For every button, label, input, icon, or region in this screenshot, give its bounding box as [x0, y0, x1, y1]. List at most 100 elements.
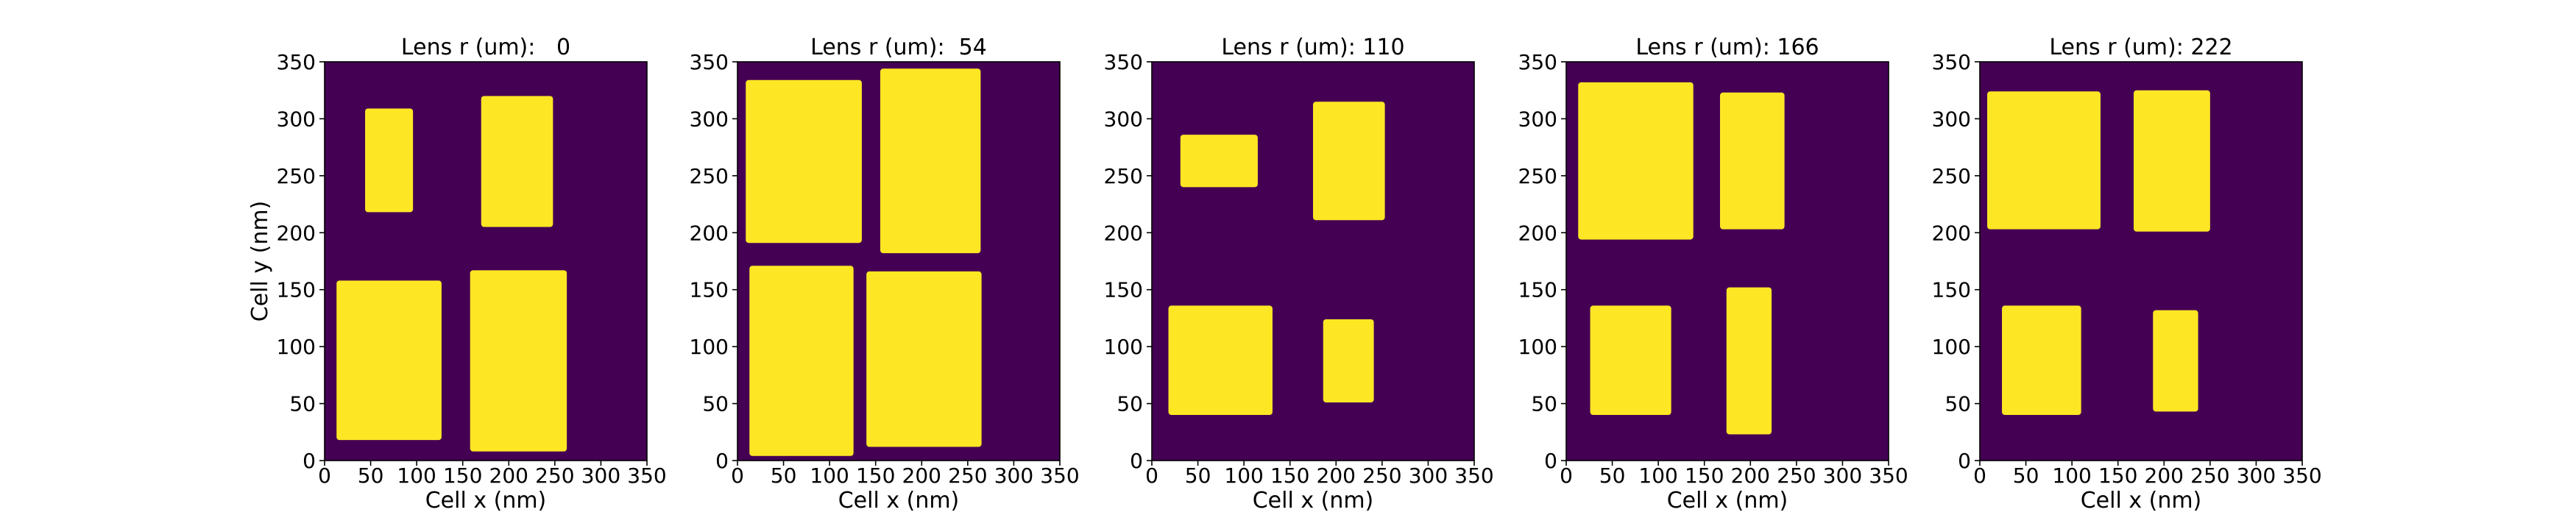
x-tick-label: 200	[489, 464, 528, 488]
y-tick-label: 200	[690, 221, 729, 245]
y-tick-label: 350	[1932, 50, 1971, 74]
region-2	[2133, 90, 2210, 232]
region-1	[365, 108, 414, 213]
region-3	[1168, 305, 1273, 416]
y-tick-label: 200	[1932, 221, 1971, 245]
x-tick-label: 50	[771, 464, 797, 488]
y-tick-label: 50	[289, 392, 316, 416]
region-2	[1313, 102, 1385, 221]
region-3	[2002, 305, 2081, 416]
region-4	[470, 270, 567, 452]
y-tick-label: 100	[1932, 335, 1971, 359]
x-tick-label: 350	[627, 464, 666, 488]
y-tick-label: 150	[1518, 278, 1557, 302]
x-tick-label: 50	[1185, 464, 1211, 488]
region-4	[2153, 310, 2198, 412]
panel-title: Lens r (um): 222	[2049, 35, 2232, 60]
x-tick-label: 100	[1224, 464, 1263, 488]
region-3	[749, 266, 854, 456]
y-tick-label: 0	[1130, 449, 1143, 473]
x-tick-label: 0	[1560, 464, 1573, 488]
y-tick-label: 50	[1945, 392, 1971, 416]
x-tick-label: 100	[1638, 464, 1677, 488]
x-tick-label: 0	[318, 464, 331, 488]
panel-3: 0 50 100 150 200 250 300 3500501001502002503003…	[1104, 35, 1494, 514]
y-tick-label: 350	[1518, 50, 1557, 74]
panel-4: 0 50 100 150 200 250 300 350 0 50 100 150 200 250 300 3…	[1518, 35, 1908, 514]
y-tick-label: 300	[690, 107, 729, 131]
y-axis-label: Cell y (nm)	[247, 201, 273, 322]
panel-title: Lens r (um): 166	[1635, 35, 1819, 60]
region-1	[1578, 82, 1694, 240]
x-tick-label: 150	[2098, 464, 2137, 488]
region-3	[336, 280, 442, 441]
x-tick-label: 250	[1777, 464, 1816, 488]
y-tick-label: 350	[1104, 50, 1143, 74]
plot-frame	[737, 61, 1061, 461]
y-tick-label: 150	[277, 278, 316, 302]
x-tick-label: 150	[443, 464, 482, 488]
x-tick-label: 250	[535, 464, 574, 488]
y-tick-label: 50	[702, 392, 729, 416]
y-tick-label: 0	[715, 449, 729, 473]
y-tick-label: 50	[1117, 392, 1143, 416]
panel-title: Lens r (um): 110	[1221, 35, 1404, 60]
x-tick-label: 50	[2013, 464, 2039, 488]
x-axis-label: Cell x (nm)	[838, 488, 960, 514]
y-tick-label: 250	[690, 164, 729, 188]
x-tick-label: 250	[948, 464, 987, 488]
y-tick-label: 0	[1958, 449, 1971, 473]
plot-frame	[324, 61, 648, 461]
x-tick-label: 350	[1454, 464, 1493, 488]
x-tick-label: 0	[731, 464, 744, 488]
x-axis-label: Cell x (nm)	[2081, 488, 2202, 514]
x-axis-label: Cell x (nm)	[1253, 488, 1374, 514]
x-tick-label: 150	[856, 464, 895, 488]
x-axis-label: Cell x (nm)	[1667, 488, 1788, 514]
x-tick-label: 350	[2282, 464, 2321, 488]
x-tick-label: 300	[2237, 464, 2276, 488]
panel-title: Lens r (um): 54	[810, 35, 987, 60]
region-2	[880, 68, 981, 254]
x-tick-label: 350	[1040, 464, 1079, 488]
y-tick-label: 100	[690, 335, 729, 359]
x-tick-label: 50	[358, 464, 384, 488]
y-tick-label: 350	[277, 50, 316, 74]
x-tick-label: 200	[1731, 464, 1770, 488]
y-tick-label: 0	[1544, 449, 1557, 473]
x-tick-label: 100	[2052, 464, 2091, 488]
region-4	[1323, 319, 1374, 403]
region-2	[1719, 92, 1785, 230]
x-tick-label: 200	[902, 464, 941, 488]
y-tick-label: 100	[1104, 335, 1143, 359]
y-tick-label: 200	[1104, 221, 1143, 245]
plot-frame	[1979, 61, 2303, 461]
x-tick-label: 150	[1270, 464, 1309, 488]
y-tick-label: 250	[277, 164, 316, 188]
x-tick-label: 250	[1362, 464, 1401, 488]
region-2	[481, 96, 553, 227]
x-tick-label: 100	[397, 464, 436, 488]
y-tick-label: 250	[1518, 164, 1557, 188]
region-4	[1726, 287, 1772, 435]
x-tick-label: 350	[1869, 464, 1908, 488]
y-tick-label: 200	[277, 221, 316, 245]
y-tick-label: 150	[690, 278, 729, 302]
x-tick-label: 300	[581, 464, 620, 488]
x-tick-label: 300	[994, 464, 1033, 488]
y-tick-label: 150	[1104, 278, 1143, 302]
y-tick-label: 300	[1104, 107, 1143, 131]
x-tick-label: 300	[1823, 464, 1862, 488]
y-tick-label: 300	[1518, 107, 1557, 131]
y-tick-label: 100	[1518, 335, 1557, 359]
region-3	[1590, 305, 1671, 416]
y-tick-label: 200	[1518, 221, 1557, 245]
plot-frame	[1565, 61, 1889, 461]
region-1	[746, 79, 862, 244]
panel-2: 0 50 100 150 200 250 300 350 0 50 100 150 200 250 300 3…	[690, 35, 1080, 514]
region-1	[1180, 135, 1258, 188]
x-tick-label: 0	[1145, 464, 1158, 488]
y-tick-label: 100	[277, 335, 316, 359]
region-1	[1987, 91, 2101, 230]
